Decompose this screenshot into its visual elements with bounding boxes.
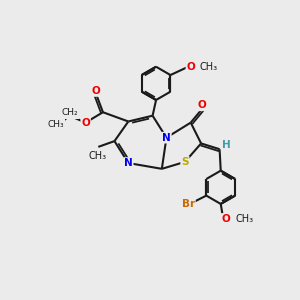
- Text: H: H: [222, 140, 230, 150]
- Text: N: N: [162, 133, 171, 142]
- Text: CH₃: CH₃: [200, 62, 218, 72]
- Text: O: O: [186, 62, 195, 72]
- Text: O: O: [92, 86, 100, 96]
- Text: O: O: [222, 214, 230, 224]
- Text: N: N: [124, 158, 133, 168]
- Text: Br: Br: [182, 199, 195, 209]
- Text: CH₃: CH₃: [236, 214, 254, 224]
- Text: S: S: [181, 157, 189, 167]
- Text: CH₃: CH₃: [88, 151, 106, 161]
- Text: CH₂: CH₂: [61, 108, 78, 117]
- Text: O: O: [198, 100, 207, 110]
- Text: O: O: [81, 118, 90, 128]
- Text: CH₃: CH₃: [47, 120, 64, 129]
